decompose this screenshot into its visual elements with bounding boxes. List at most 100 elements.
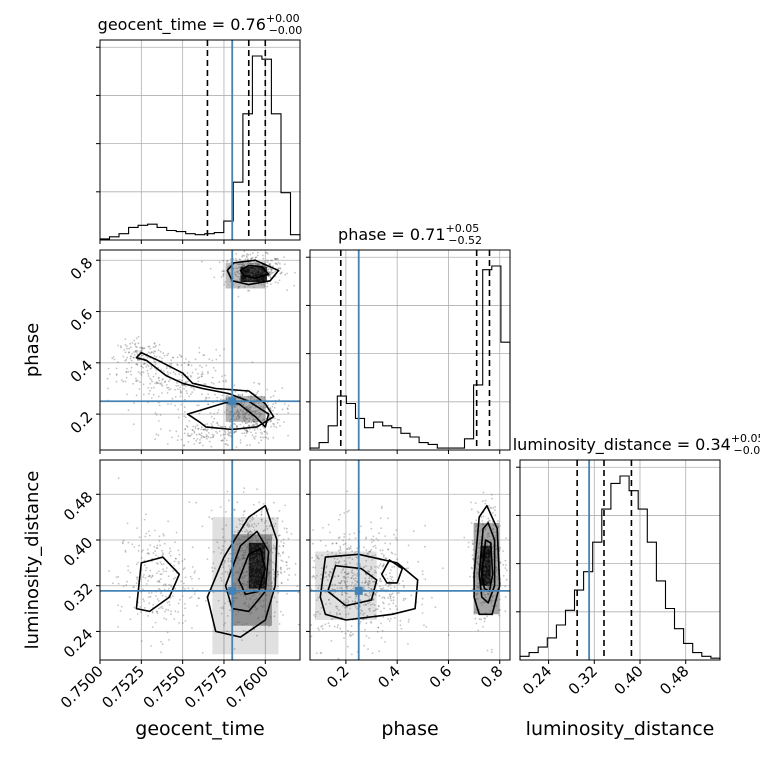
sample-point: [262, 503, 265, 505]
sample-point: [239, 259, 242, 261]
sample-point: [191, 429, 194, 432]
sample-point: [254, 418, 257, 421]
sample-point: [274, 258, 277, 260]
sample-point: [142, 354, 144, 357]
sample-point: [207, 370, 209, 373]
sample-point: [485, 548, 488, 551]
sample-point: [261, 570, 264, 573]
sample-point: [238, 584, 241, 587]
sample-point: [338, 560, 341, 563]
sample-point: [237, 270, 240, 272]
sample-point: [249, 272, 252, 275]
sample-point: [269, 277, 272, 279]
sample-point: [212, 551, 215, 553]
sample-point: [243, 557, 246, 560]
sample-point: [238, 272, 241, 275]
sample-point: [368, 607, 371, 610]
sample-point: [497, 526, 500, 528]
sample-point: [362, 586, 365, 589]
sample-point: [244, 551, 247, 554]
sample-point: [243, 580, 245, 582]
sample-point: [235, 430, 238, 433]
sample-point: [353, 585, 355, 588]
sample-point: [251, 561, 254, 563]
sample-point: [273, 406, 276, 409]
sample-point: [153, 342, 156, 344]
sample-point: [224, 426, 227, 428]
sample-point: [324, 572, 327, 575]
sample-point: [356, 580, 358, 583]
sample-point: [221, 439, 224, 442]
sample-point: [233, 418, 236, 421]
sample-point: [380, 580, 383, 583]
sample-point: [273, 423, 276, 425]
sample-point: [159, 561, 162, 564]
sample-point: [347, 576, 349, 579]
sample-point: [184, 588, 186, 590]
sample-point: [362, 566, 365, 569]
sample-point: [491, 596, 494, 598]
sample-point: [477, 563, 480, 566]
sample-point: [250, 258, 252, 261]
sample-point: [259, 269, 262, 272]
sample-point: [211, 433, 214, 436]
sample-point: [202, 435, 204, 438]
sample-point: [356, 607, 358, 610]
sample-point: [258, 263, 261, 266]
sample-point: [133, 339, 136, 342]
sample-point: [310, 635, 313, 638]
sample-point: [191, 587, 194, 590]
sample-point: [217, 599, 220, 602]
sample-point: [169, 378, 171, 381]
sample-point: [251, 555, 254, 558]
truth-marker: [228, 586, 237, 595]
sample-point: [251, 585, 254, 588]
sample-point: [281, 552, 284, 555]
sample-point: [477, 582, 480, 585]
sample-point: [247, 581, 249, 584]
sample-point: [434, 606, 437, 609]
sample-point: [167, 352, 170, 355]
sample-point: [384, 535, 387, 537]
sample-point: [245, 406, 248, 408]
sample-point: [376, 565, 379, 568]
sample-point: [281, 582, 283, 585]
sample-point: [125, 376, 128, 379]
sample-point: [115, 374, 118, 376]
sample-point: [266, 261, 269, 264]
sample-point: [251, 543, 254, 546]
sample-point: [153, 343, 156, 345]
sample-point: [254, 279, 256, 281]
sample-point: [173, 564, 176, 567]
sample-point: [252, 581, 254, 584]
sample-point: [258, 601, 260, 603]
sample-point: [191, 391, 194, 393]
sample-point: [487, 545, 490, 548]
sample-point: [236, 409, 239, 411]
sample-point: [431, 596, 433, 599]
sample-point: [495, 571, 497, 573]
sample-point: [237, 611, 240, 613]
sample-point: [339, 547, 342, 550]
sample-point: [149, 595, 152, 598]
sample-point: [314, 613, 317, 616]
sample-point: [475, 561, 478, 564]
sample-point: [381, 629, 384, 632]
sample-point: [189, 597, 192, 599]
sample-point: [126, 345, 128, 348]
sample-point: [156, 598, 159, 600]
sample-point: [249, 406, 252, 409]
density-bin: [212, 517, 279, 655]
sample-point: [266, 539, 268, 541]
sample-point: [364, 577, 367, 580]
contour-left-outer: [319, 553, 419, 621]
sample-point: [151, 611, 154, 614]
sample-point: [382, 601, 384, 604]
sample-point: [485, 548, 488, 551]
sample-point: [254, 427, 256, 430]
sample-point: [240, 274, 243, 276]
sample-point: [238, 263, 241, 266]
sample-point: [257, 616, 260, 619]
sample-point: [340, 581, 343, 583]
sample-point: [264, 553, 267, 555]
